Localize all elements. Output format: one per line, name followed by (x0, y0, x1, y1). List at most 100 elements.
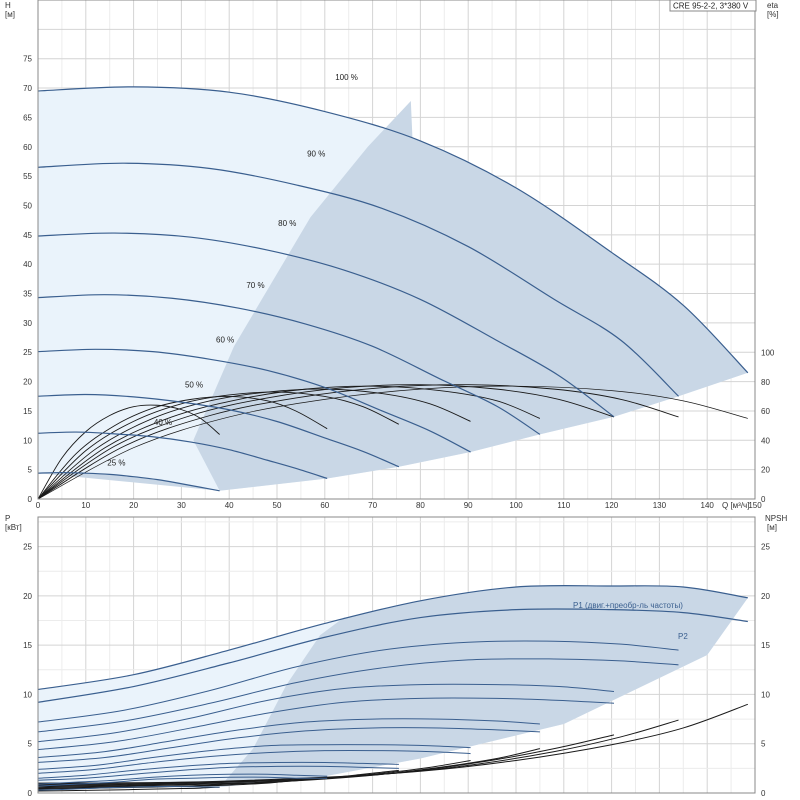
power-curve-9 (37, 749, 471, 774)
x-tick-label: 110 (557, 501, 570, 510)
y-tick-label: 55 (23, 172, 32, 181)
eta-curve-1 (37, 384, 679, 500)
x-tick-label: 120 (605, 501, 619, 510)
y2-axis-title: eta (767, 1, 779, 10)
p-tick-label: 20 (23, 592, 32, 601)
npsh-tick-label: 25 (761, 543, 770, 552)
p-tick-label: 15 (23, 641, 32, 650)
y-tick-label: 70 (23, 84, 32, 93)
y-tick-label: 35 (23, 290, 32, 299)
x-tick-label: 70 (368, 501, 377, 510)
power-curve-11 (37, 765, 399, 781)
power-curve-3 (37, 658, 679, 733)
npsh-tick-label: 20 (761, 592, 770, 601)
p-tick-label: 5 (28, 740, 33, 749)
eta-curve-6 (37, 395, 328, 500)
x-tick-label: 100 (509, 501, 523, 510)
head-curve-2 (37, 232, 615, 418)
y-tick-label: 30 (23, 319, 32, 328)
npsh-tick-label: 10 (761, 690, 770, 699)
y-tick-label: 50 (23, 201, 32, 210)
power-curves (37, 584, 748, 791)
head-curve-0 (37, 86, 749, 374)
y-tick-label: 45 (23, 231, 32, 240)
power-npsh-chart: P1 (двиг.+преобр-ль частоты)P20510152025… (5, 514, 787, 798)
power-operating-area (219, 585, 748, 788)
eta-curve-7 (37, 404, 220, 500)
operating-area (38, 100, 748, 491)
p-tick-label: 25 (23, 543, 32, 552)
curve-label-0: 100 % (335, 73, 358, 82)
curve-label-3: 70 % (246, 281, 264, 290)
x-tick-label: 150 (748, 501, 762, 510)
head-curve-6 (37, 431, 328, 480)
npsh-curve-7 (37, 786, 220, 792)
npsh-curve-0 (37, 703, 749, 784)
y-tick-label: 15 (23, 407, 32, 416)
eta-curves (37, 384, 748, 500)
top-frame (37, 0, 756, 500)
x-tick-label: 80 (416, 501, 425, 510)
power-curve-2 (37, 640, 679, 723)
power-curve-14 (37, 786, 220, 791)
x-tick-label: 0 (36, 501, 41, 510)
x-tick-label: 140 (701, 501, 715, 510)
y-tick-label: 0 (28, 495, 33, 504)
x-tick-label: 60 (320, 501, 329, 510)
x-tick-label: 10 (81, 501, 90, 510)
p-tick-label: 10 (23, 690, 32, 699)
npsh-tick-label: 0 (761, 789, 766, 798)
y-tick-label: 25 (23, 348, 32, 357)
power-curve-4 (37, 683, 615, 743)
head-curve-7 (37, 471, 220, 492)
y-tick-label: 40 (23, 260, 32, 269)
p-axis-title: P (5, 514, 10, 523)
head-curve-4 (37, 348, 471, 453)
y2-tick-label: 60 (761, 407, 770, 416)
power-curve-12 (37, 773, 328, 785)
npsh-curve-3 (37, 748, 541, 787)
curve-label-7: 25 % (107, 459, 125, 468)
y2-tick-label: 20 (761, 466, 770, 475)
head-curve-3 (37, 294, 541, 435)
curve-label-5: 50 % (185, 381, 203, 390)
power-curve-8 (37, 744, 471, 770)
y-tick-label: 10 (23, 436, 32, 445)
curve-label-2: 80 % (278, 219, 296, 228)
y-tick-label: 75 (23, 55, 32, 64)
legend-p2: P2 (678, 632, 688, 641)
power-curve-5 (37, 697, 615, 751)
chart-title: CRE 95-2-2, 3*380 V (673, 2, 749, 11)
eta-curve-2 (37, 384, 615, 500)
power-curve-0 (37, 584, 748, 691)
p-tick-label: 0 (28, 789, 33, 798)
p-axis-unit: [кВт] (5, 523, 22, 532)
head-eta-chart: 100 % 90 % 80 % 70 % 60 % 50 % 40 % 25 % 0 5 10 15 2… (5, 0, 779, 510)
x-tick-label: 90 (464, 501, 473, 510)
y-tick-label: 5 (28, 466, 33, 475)
x-tick-label: 20 (129, 501, 138, 510)
y-axis-title: H (5, 1, 11, 10)
power-curve-6 (37, 718, 540, 759)
npsh-tick-label: 5 (761, 740, 766, 749)
x-tick-label: 130 (653, 501, 667, 510)
curve-label-1: 90 % (307, 149, 325, 158)
curve-label-4: 60 % (216, 335, 234, 344)
power-curve-7 (37, 727, 540, 763)
npsh-tick-label: 15 (761, 641, 770, 650)
y-tick-label: 60 (23, 143, 32, 152)
bottom-frame (37, 516, 756, 794)
y2-tick-label: 80 (761, 378, 770, 387)
x-tick-label: 30 (177, 501, 186, 510)
y-axis-unit: [м] (5, 10, 15, 19)
power-curve-10 (37, 761, 399, 779)
y-tick-label: 65 (23, 113, 32, 122)
curve-label-6: 40 % (154, 418, 172, 427)
power-curve-13 (37, 776, 328, 787)
legend-p1: P1 (двиг.+преобр-ль частоты) (573, 601, 683, 610)
eta-curve-0 (37, 385, 748, 500)
y2-tick-label: 0 (761, 495, 766, 504)
y2-tick-label: 100 (761, 349, 775, 358)
x-tick-label: 50 (273, 501, 282, 510)
